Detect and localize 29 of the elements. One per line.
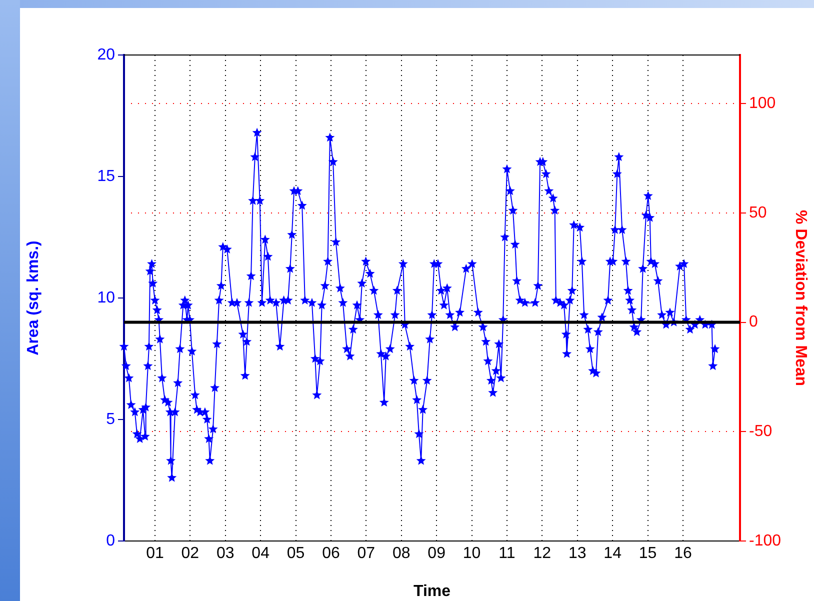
x-tick-label: 12	[533, 545, 552, 562]
y-tick-label: 20	[97, 46, 116, 64]
y-tick-label: 5	[106, 410, 116, 428]
x-tick-label: 04	[252, 545, 270, 562]
x-axis-title: Time	[413, 582, 451, 600]
x-tick-label: 07	[357, 545, 376, 562]
x-tick-label: 14	[604, 545, 622, 562]
y2-tick-label: -50	[749, 423, 772, 440]
x-tick-label: 11	[498, 545, 516, 562]
y2-tick-label: -100	[749, 532, 782, 550]
x-tick-label: 16	[674, 545, 692, 562]
y2-axis-title: % Deviation from Mean	[792, 210, 809, 386]
x-tick-label: 03	[216, 545, 234, 562]
y2-tick-label: 100	[749, 94, 776, 112]
y-tick-label: 10	[97, 289, 116, 306]
y2-tick-label: 0	[749, 314, 758, 331]
x-tick-label: 05	[286, 545, 305, 562]
y-tick-label: 0	[106, 532, 116, 550]
y2-tick-label: 50	[749, 204, 767, 222]
x-tick-label: 15	[638, 545, 657, 562]
x-tick-label: 08	[392, 545, 410, 562]
x-tick-label: 09	[428, 545, 446, 562]
x-tick-label: 02	[181, 545, 200, 562]
y-tick-label: 15	[97, 168, 116, 185]
y-axis-title: Area (sq. kms.)	[25, 240, 42, 356]
x-tick-label: 01	[146, 545, 164, 562]
x-tick-label: 10	[462, 545, 481, 562]
x-tick-label: 06	[322, 545, 340, 562]
x-tick-label: 13	[568, 545, 586, 562]
